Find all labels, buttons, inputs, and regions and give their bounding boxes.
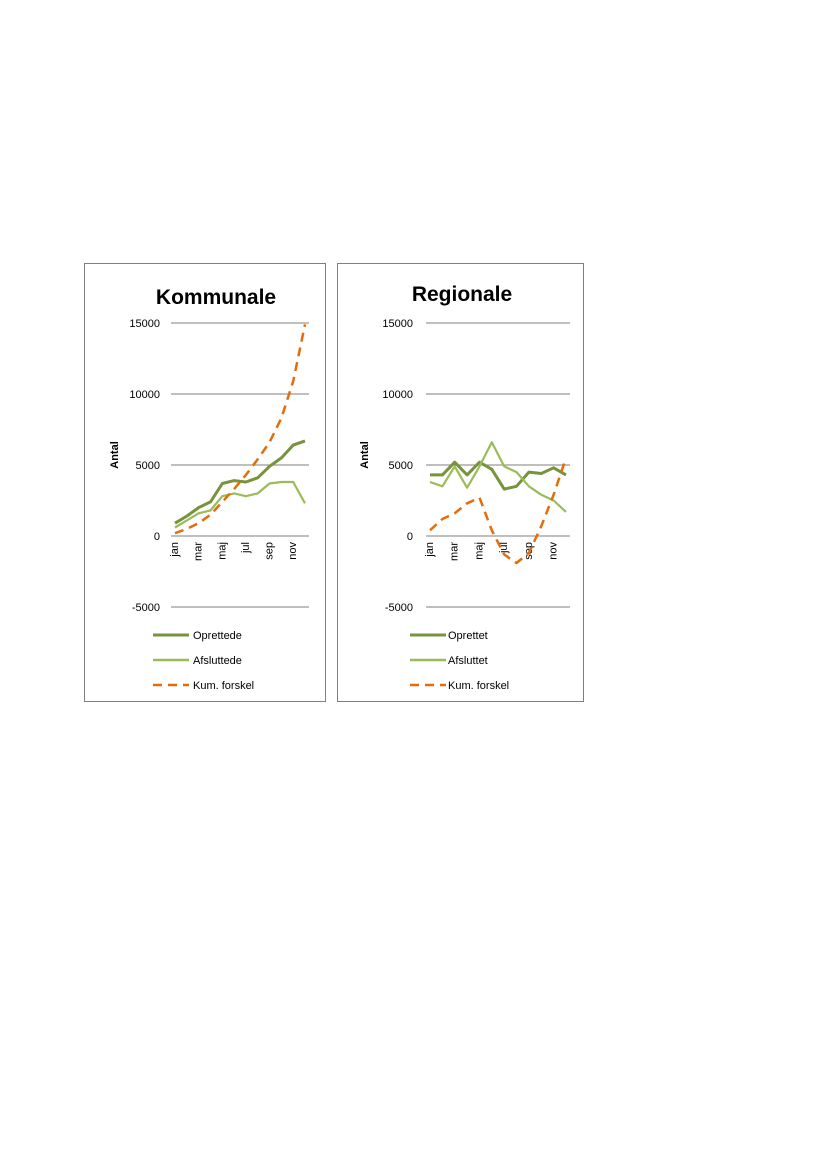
x-tick-label: jan — [169, 542, 181, 558]
legend-label: Afsluttede — [193, 655, 242, 667]
x-tick-label: jul — [498, 542, 510, 554]
series-line-afsluttet — [429, 441, 567, 513]
y-axis: 15000 10000 5000 0 -5000 — [129, 318, 309, 614]
x-tick-label: nov — [287, 542, 299, 560]
series-line-oprettet — [430, 460, 567, 491]
y-tick-label: 15000 — [129, 318, 160, 330]
x-tick-label: mar — [193, 542, 205, 561]
chart-regionale: Regionale 15000 10000 5000 0 -5000 Antal jan mar… — [359, 283, 570, 692]
y-axis: 15000 10000 5000 0 -5000 — [382, 318, 570, 614]
x-axis: jan mar maj jul sep nov — [169, 542, 299, 561]
chart-title: Regionale — [412, 283, 512, 306]
y-axis-title: Antal — [109, 441, 121, 469]
legend-label: Afsluttet — [448, 655, 488, 667]
y-tick-label: 10000 — [382, 389, 413, 401]
series-group — [174, 324, 307, 535]
y-axis-title: Antal — [359, 441, 371, 469]
x-tick-label: mar — [449, 542, 461, 561]
x-tick-label: maj — [216, 542, 228, 560]
chart-panel-kommunale: Kommunale 15000 10000 5000 0 -5000 Antal jan mar… — [84, 263, 326, 702]
x-tick-label: maj — [473, 542, 485, 560]
x-tick-label: jul — [240, 542, 252, 554]
y-tick-label: 0 — [154, 531, 160, 543]
y-tick-label: -5000 — [385, 602, 413, 614]
y-tick-label: 10000 — [129, 389, 160, 401]
series-line-afsluttede — [174, 480, 306, 529]
legend-label: Kum. forskel — [448, 680, 509, 692]
series-line-kum-forskel — [174, 324, 307, 535]
legend-label: Kum. forskel — [193, 680, 254, 692]
x-axis: jan mar maj jul sep nov — [424, 542, 560, 561]
y-tick-label: 0 — [407, 531, 413, 543]
legend: Oprettede Afsluttede Kum. forskel — [153, 630, 254, 692]
series-line-kum-forskel — [429, 457, 568, 565]
chart-kommunale: Kommunale 15000 10000 5000 0 -5000 Antal jan mar… — [109, 286, 309, 692]
x-tick-label: nov — [548, 542, 560, 560]
y-tick-label: 15000 — [382, 318, 413, 330]
y-tick-label: 5000 — [136, 460, 160, 472]
legend-label: Oprettet — [448, 630, 488, 642]
legend: Oprettet Afsluttet Kum. forskel — [410, 630, 509, 692]
y-tick-label: 5000 — [389, 460, 413, 472]
x-tick-label: sep — [264, 542, 276, 560]
legend-label: Oprettede — [193, 630, 242, 642]
y-tick-label: -5000 — [132, 602, 160, 614]
chart-panel-regionale: Regionale 15000 10000 5000 0 -5000 Antal jan mar… — [337, 263, 584, 702]
chart-title: Kommunale — [156, 286, 276, 309]
series-group — [429, 441, 568, 565]
x-tick-label: jan — [424, 542, 436, 558]
series-line-oprettede — [174, 439, 306, 525]
